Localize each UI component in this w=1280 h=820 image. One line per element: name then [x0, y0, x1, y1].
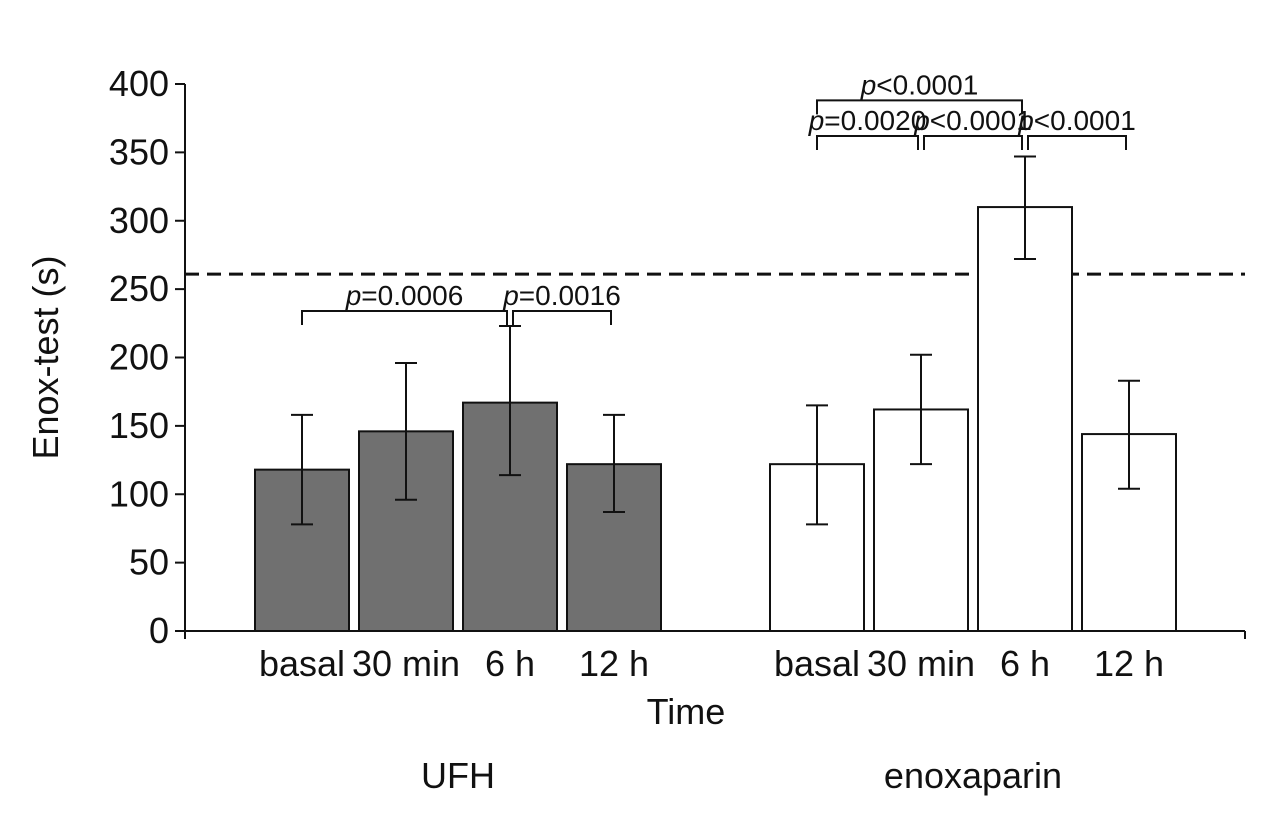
labels: 0 50 100 150 200 250 300 350 400 Enox-test (s) bas… — [25, 63, 1164, 796]
significance-bracket — [816, 134, 919, 150]
x-tick-label: 30 min — [352, 643, 460, 684]
y-tick-label: 400 — [109, 63, 169, 104]
bars — [254, 206, 1177, 633]
p-value-label: p=0.0006 — [345, 280, 464, 311]
x-tick-label: basal — [774, 643, 860, 684]
significance-bracket — [816, 99, 1023, 115]
significance-brackets — [301, 99, 1127, 326]
error-bars — [291, 155, 1140, 526]
y-tick-label: 300 — [109, 200, 169, 241]
x-axis-title: Time — [647, 691, 726, 732]
p-value-label: p<0.0001 — [1017, 105, 1136, 136]
significance-bracket — [301, 310, 508, 326]
y-tick-label: 250 — [109, 268, 169, 309]
y-tick-label: 350 — [109, 131, 169, 172]
significance-bracket — [923, 134, 1023, 150]
y-axis-title: Enox-test (s) — [25, 255, 66, 459]
p-value-label: p<0.0001 — [913, 105, 1032, 136]
significance-bracket — [512, 310, 612, 326]
y-tick-label: 200 — [109, 337, 169, 378]
p-value-label: p=0.0016 — [502, 280, 621, 311]
x-tick-label: 30 min — [867, 643, 975, 684]
y-tick-label: 150 — [109, 405, 169, 446]
group-label-ufh: UFH — [421, 755, 495, 796]
x-tick-label: basal — [259, 643, 345, 684]
p-value-label: p=0.0020 — [808, 105, 927, 136]
x-tick-label: 6 h — [1000, 643, 1050, 684]
x-tick-label: 6 h — [485, 643, 535, 684]
y-tick-label: 0 — [149, 610, 169, 651]
x-tick-label: 12 h — [579, 643, 649, 684]
x-tick-label: 12 h — [1094, 643, 1164, 684]
bar-enoxaparin-2 — [977, 206, 1073, 632]
group-label-enoxaparin: enoxaparin — [884, 755, 1062, 796]
axes — [175, 83, 1246, 639]
y-tick-label: 100 — [109, 473, 169, 514]
p-value-label: p<0.0001 — [860, 69, 979, 100]
significance-bracket — [1027, 134, 1127, 150]
y-tick-label: 50 — [129, 542, 169, 583]
